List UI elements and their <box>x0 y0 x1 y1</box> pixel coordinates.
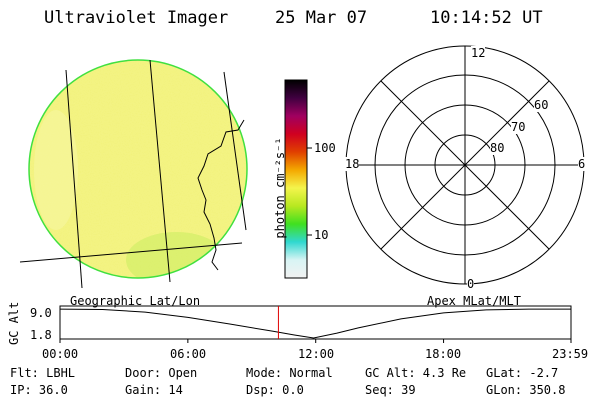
timeline-x-tick-2359: 23:59 <box>552 347 589 361</box>
colorbar-gradient <box>284 79 308 279</box>
timeline-frame <box>59 305 572 340</box>
info-door: Door: Open <box>125 366 198 380</box>
mlat-label-60: 60 <box>534 98 549 112</box>
info-gc-alt: GC Alt: 4.3 Re <box>365 366 467 380</box>
timeline-left-label: Geographic Lat/Lon <box>70 294 201 308</box>
timeline-x-tick-1200: 12:00 <box>298 347 335 361</box>
disc-rim <box>28 59 248 279</box>
altitude-curve <box>59 308 571 339</box>
timeline-right-label: Apex MLat/MLT <box>427 294 521 308</box>
colorbar-tick-100: 100 <box>314 141 336 155</box>
colorbar <box>284 79 312 279</box>
timeline-y-tick-bottom: 1.8 <box>30 328 52 342</box>
timeline-x-tick-0600: 06:00 <box>170 347 207 361</box>
mlt-label-6: 6 <box>578 157 586 171</box>
mlt-diagonal <box>380 80 550 250</box>
uv-image <box>19 59 248 289</box>
timeline-y-tick-top: 9.0 <box>30 306 52 320</box>
colorbar-tick-10: 10 <box>314 228 329 242</box>
info-gain: Gain: 14 <box>125 383 183 397</box>
header-date: 25 Mar 07 <box>275 8 368 28</box>
mlat-label-80: 80 <box>490 141 505 155</box>
colorbar-unit-label: photon cm⁻²s⁻¹ <box>273 137 287 239</box>
coastline <box>197 119 245 271</box>
mlt-label-0: 0 <box>467 277 475 291</box>
mlt-label-12: 12 <box>471 46 486 60</box>
polar-grid <box>345 45 585 285</box>
meridian-line <box>223 71 247 231</box>
timeline-plot <box>59 305 572 343</box>
meridian-line <box>149 59 171 283</box>
meridian-line <box>65 69 83 289</box>
info-seq: Seq: 39 <box>365 383 416 397</box>
info-ip: IP: 36.0 <box>10 383 68 397</box>
mlt-label-18: 18 <box>345 157 360 171</box>
info-filter: Flt: LBHL <box>10 366 76 380</box>
mlat-label-70: 70 <box>511 120 526 134</box>
info-glon: GLon: 350.8 <box>486 383 566 397</box>
map-grid-lines <box>19 59 247 289</box>
timeline-x-tick-0000: 00:00 <box>42 347 79 361</box>
info-dsp: Dsp: 0.0 <box>246 383 304 397</box>
instrument-title: Ultraviolet Imager <box>44 8 229 28</box>
header-time: 10:14:52 UT <box>430 8 543 28</box>
timeline-x-tick-1800: 18:00 <box>425 347 462 361</box>
info-glat: GLat: -2.7 <box>486 366 559 380</box>
info-mode: Mode: Normal <box>246 366 333 380</box>
parallel-line <box>19 242 243 263</box>
